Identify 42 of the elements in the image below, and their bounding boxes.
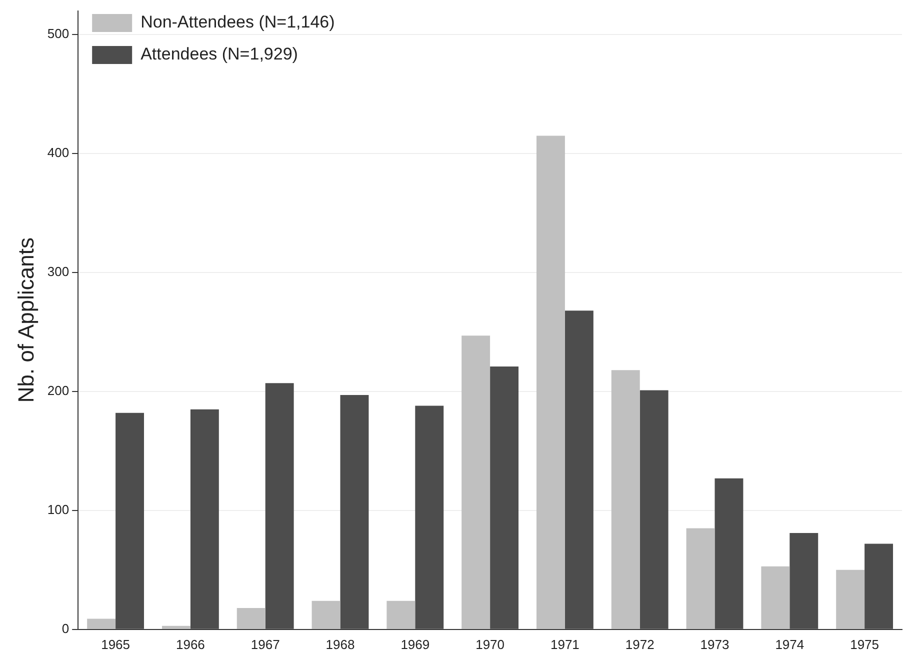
- bar: [611, 370, 640, 629]
- bar: [312, 600, 340, 629]
- bar: [686, 528, 715, 629]
- legend-label: Attendees (N=1,929): [140, 44, 298, 64]
- x-tick-label: 1970: [476, 636, 505, 652]
- bar: [87, 618, 116, 629]
- y-axis-title: Nb. of Applicants: [13, 238, 38, 403]
- y-tick-label: 100: [47, 502, 70, 518]
- bar: [162, 626, 190, 629]
- x-tick-label: 1967: [250, 636, 280, 652]
- bar: [790, 533, 818, 629]
- x-tick-label: 1974: [775, 636, 804, 652]
- bar: [761, 566, 790, 629]
- bar: [415, 406, 444, 629]
- bar: [190, 409, 219, 629]
- y-tick-label: 0: [62, 620, 70, 636]
- x-tick-label: 1972: [625, 636, 654, 652]
- legend-label: Non-Attendees (N=1,146): [140, 12, 335, 32]
- bar: [236, 608, 266, 629]
- x-tick-label: 1966: [176, 636, 205, 652]
- bar: [265, 383, 294, 629]
- bar: [536, 136, 565, 629]
- bar: [462, 336, 490, 629]
- y-tick-label: 500: [47, 26, 70, 42]
- x-tick-label: 1973: [700, 636, 730, 652]
- bar: [564, 310, 594, 629]
- x-tick-label: 1975: [850, 636, 880, 652]
- bar: [640, 390, 668, 629]
- y-tick-label: 300: [47, 264, 70, 280]
- bar: [714, 478, 744, 629]
- y-tick-label: 400: [47, 145, 70, 160]
- bar: [116, 412, 144, 629]
- bar: [836, 570, 865, 629]
- bar: [386, 600, 416, 629]
- x-tick-label: 1968: [326, 636, 355, 652]
- bar: [490, 366, 519, 629]
- x-tick-label: 1971: [550, 636, 580, 652]
- bar: [340, 395, 369, 629]
- y-tick-label: 200: [47, 383, 70, 398]
- x-tick-label: 1969: [400, 636, 430, 652]
- x-tick-label: 1965: [101, 636, 130, 652]
- bar: [864, 544, 894, 629]
